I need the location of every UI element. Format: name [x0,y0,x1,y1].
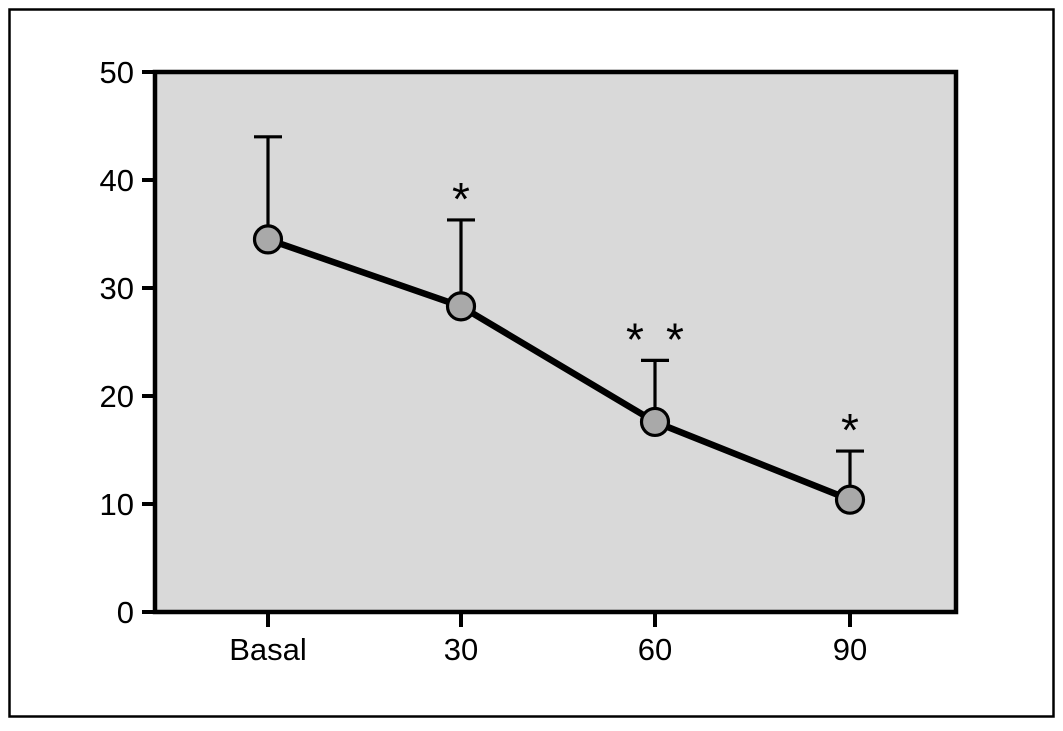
y-axis-tick-label: 50 [100,55,134,90]
plot-area [152,69,959,615]
y-axis-tick-label: 40 [100,163,134,198]
significance-asterisk: * [666,313,684,365]
significance-asterisk: * [626,313,644,365]
x-axis-tick-label: Basal [229,632,307,667]
series-line [266,236,852,503]
significance-asterisk: * [841,404,859,456]
data-point-marker [252,224,284,255]
data-point-marker [639,406,671,438]
y-axis-tick-label: 30 [100,271,134,306]
y-axis-tick-label: 0 [117,595,134,630]
figure-border [8,8,1055,718]
data-point-marker [834,484,866,515]
y-axis-tick-label: 20 [100,379,134,414]
y-axis-tick-label: 10 [100,487,134,522]
x-axis-tick-label: 90 [833,632,867,667]
x-axis-tick-label: 60 [638,632,672,667]
significance-asterisk: * [452,173,470,225]
data-point-marker [445,291,477,322]
x-axis-tick-label: 30 [444,632,478,667]
